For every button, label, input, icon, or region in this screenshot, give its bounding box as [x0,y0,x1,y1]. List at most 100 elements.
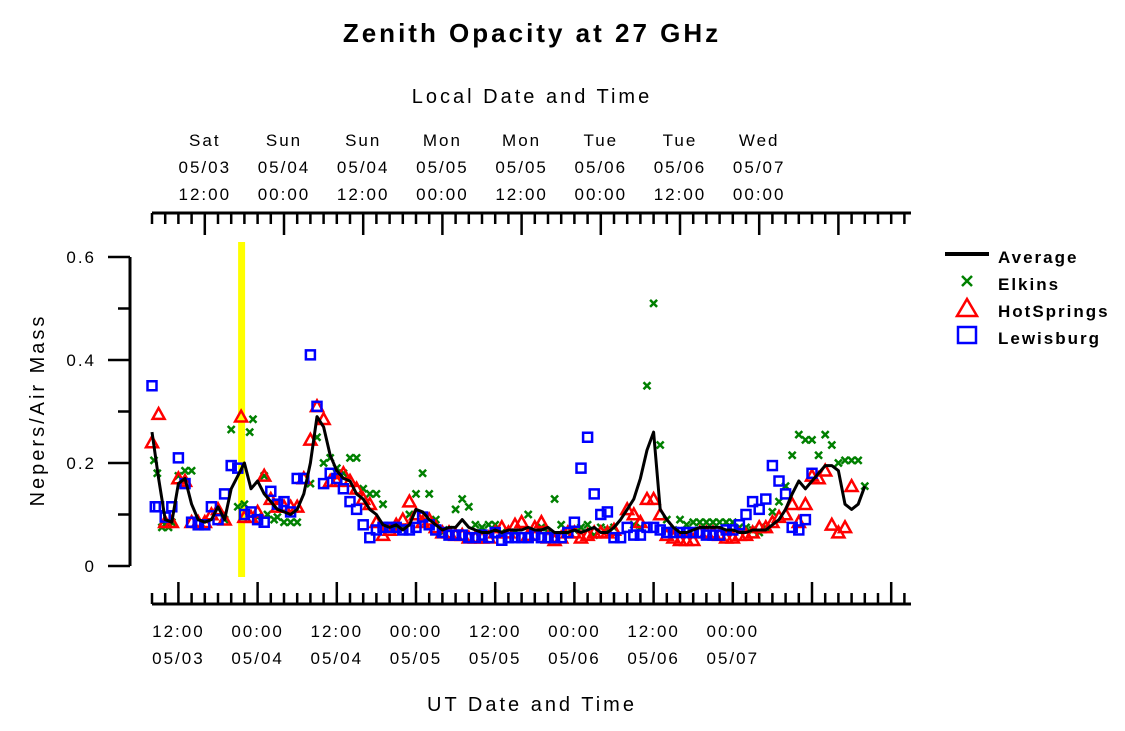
lewisburg-point [654,524,666,536]
lewisburg-point [733,519,746,531]
lewisburg-point [265,485,277,498]
hotsprings-point [625,505,642,521]
hotsprings-point [232,408,250,423]
bottom-tick-date: 05/05 [390,649,443,668]
hotsprings-point [797,495,814,511]
elkins-point [451,504,460,514]
hotsprings-point [645,490,662,506]
elkins-point [834,458,843,468]
top-tick-date: 05/06 [575,158,628,177]
elkins-point [273,512,282,522]
elkins-point [352,453,361,463]
bottom-tick-date: 05/04 [311,649,364,668]
lewisburg-point [205,501,218,513]
bottom-tick-labels: 12:00 05/03 00:00 05/04 12:00 05/04 00:00 05/05… [152,622,760,668]
hotsprings-point [513,513,530,529]
top-tick-day: Tue [663,131,698,150]
lewisburg-point [614,531,627,544]
lewisburg-point [311,400,323,413]
elkins-point [245,427,255,437]
top-tick-day: Wed [739,131,780,150]
elkins-point [702,517,711,527]
lewisburg-point [245,506,257,518]
hotsprings-point [533,513,550,529]
bottom-tick-date: 05/05 [469,649,522,668]
top-tick-day: Sun [266,131,302,150]
lewisburg-point [509,531,521,544]
lewisburg-point [469,531,482,544]
lewisburg-point [793,524,805,536]
elkins-point [794,430,804,440]
lewisburg-point [700,529,713,541]
lewisburg-point [740,508,752,521]
top-tick-time: 12:00 [179,185,232,204]
elkins-point [226,425,236,434]
elkins-point [583,520,592,530]
elkins-point [695,517,705,527]
hotsprings-point [619,500,636,516]
legend-label: Elkins [998,275,1060,294]
top-tick-day: Sun [345,131,381,150]
bottom-tick-date: 05/07 [707,649,760,668]
elkins-point [365,489,375,499]
lewisburg-point [746,495,759,508]
lewisburg-point [449,529,462,541]
lewisburg-point [502,531,515,544]
lewisburg-point [185,516,198,528]
elkins-point [642,381,652,391]
elkins-point [319,458,328,468]
lewisburg-point [304,349,317,361]
elkins-point [853,456,863,465]
top-tick-day: Sat [189,131,221,150]
lewisburg-point [350,503,363,516]
lewisburg-point [779,488,792,500]
elkins-point [814,450,823,460]
top-tick-time: 12:00 [495,185,548,204]
lewisburg-point [575,462,587,474]
elkins-point [372,489,381,499]
elkins-point [292,517,302,527]
elkins-point [550,494,559,504]
lewisburg-point [337,483,350,495]
y-axis-title: Nepers/Air Mass [27,314,49,507]
lewisburg-point [608,531,620,544]
top-tick-time: 00:00 [258,185,311,204]
elkins-point [457,494,467,504]
legend-label: Average [998,248,1078,267]
lewisburg-point [397,524,409,536]
hotsprings-point [685,531,702,547]
top-tick-labels: Sat 05/03 12:00 Sun 05/04 00:00 Sun 05/04 12:00 M… [179,131,786,204]
top-tick-day: Tue [583,131,618,150]
lewisburg-point [515,531,528,544]
lewisburg-point [238,508,251,521]
lewisburg-point [258,516,270,528]
elkins-point [768,507,777,517]
hotsprings-point [256,467,273,482]
top-tick-date: 05/07 [733,158,786,177]
legend: Average Elkins HotSprings Lewisburg [945,248,1108,348]
plot-marks [143,298,870,547]
lewisburg-point [172,452,185,464]
lewisburg-point [364,531,376,544]
lewisburg-point [496,534,508,546]
top-tick-date: 05/05 [416,158,469,177]
legend-label: Lewisburg [998,329,1101,348]
hotsprings-point [843,477,860,493]
y-tick-label: 0.6 [66,248,96,267]
average-line [150,415,867,534]
lewisburg-point [634,529,647,541]
lewisburg-point [370,524,383,536]
top-tick-date: 05/04 [258,158,311,177]
hotsprings-point [823,516,840,531]
top-tick-time: 12:00 [337,185,390,204]
bottom-tick-time: 12:00 [627,622,680,641]
y-tick-label: 0.2 [66,454,96,473]
bottom-tick-time: 12:00 [469,622,522,641]
lewisburg-point [641,521,653,534]
lewisburg-point [766,459,779,472]
x-axis-title: UT Date and Time [427,694,637,716]
bottom-tick-time: 12:00 [152,622,205,641]
legend-lewisburg-swatch [956,325,978,345]
lewisburg-point [799,513,812,526]
